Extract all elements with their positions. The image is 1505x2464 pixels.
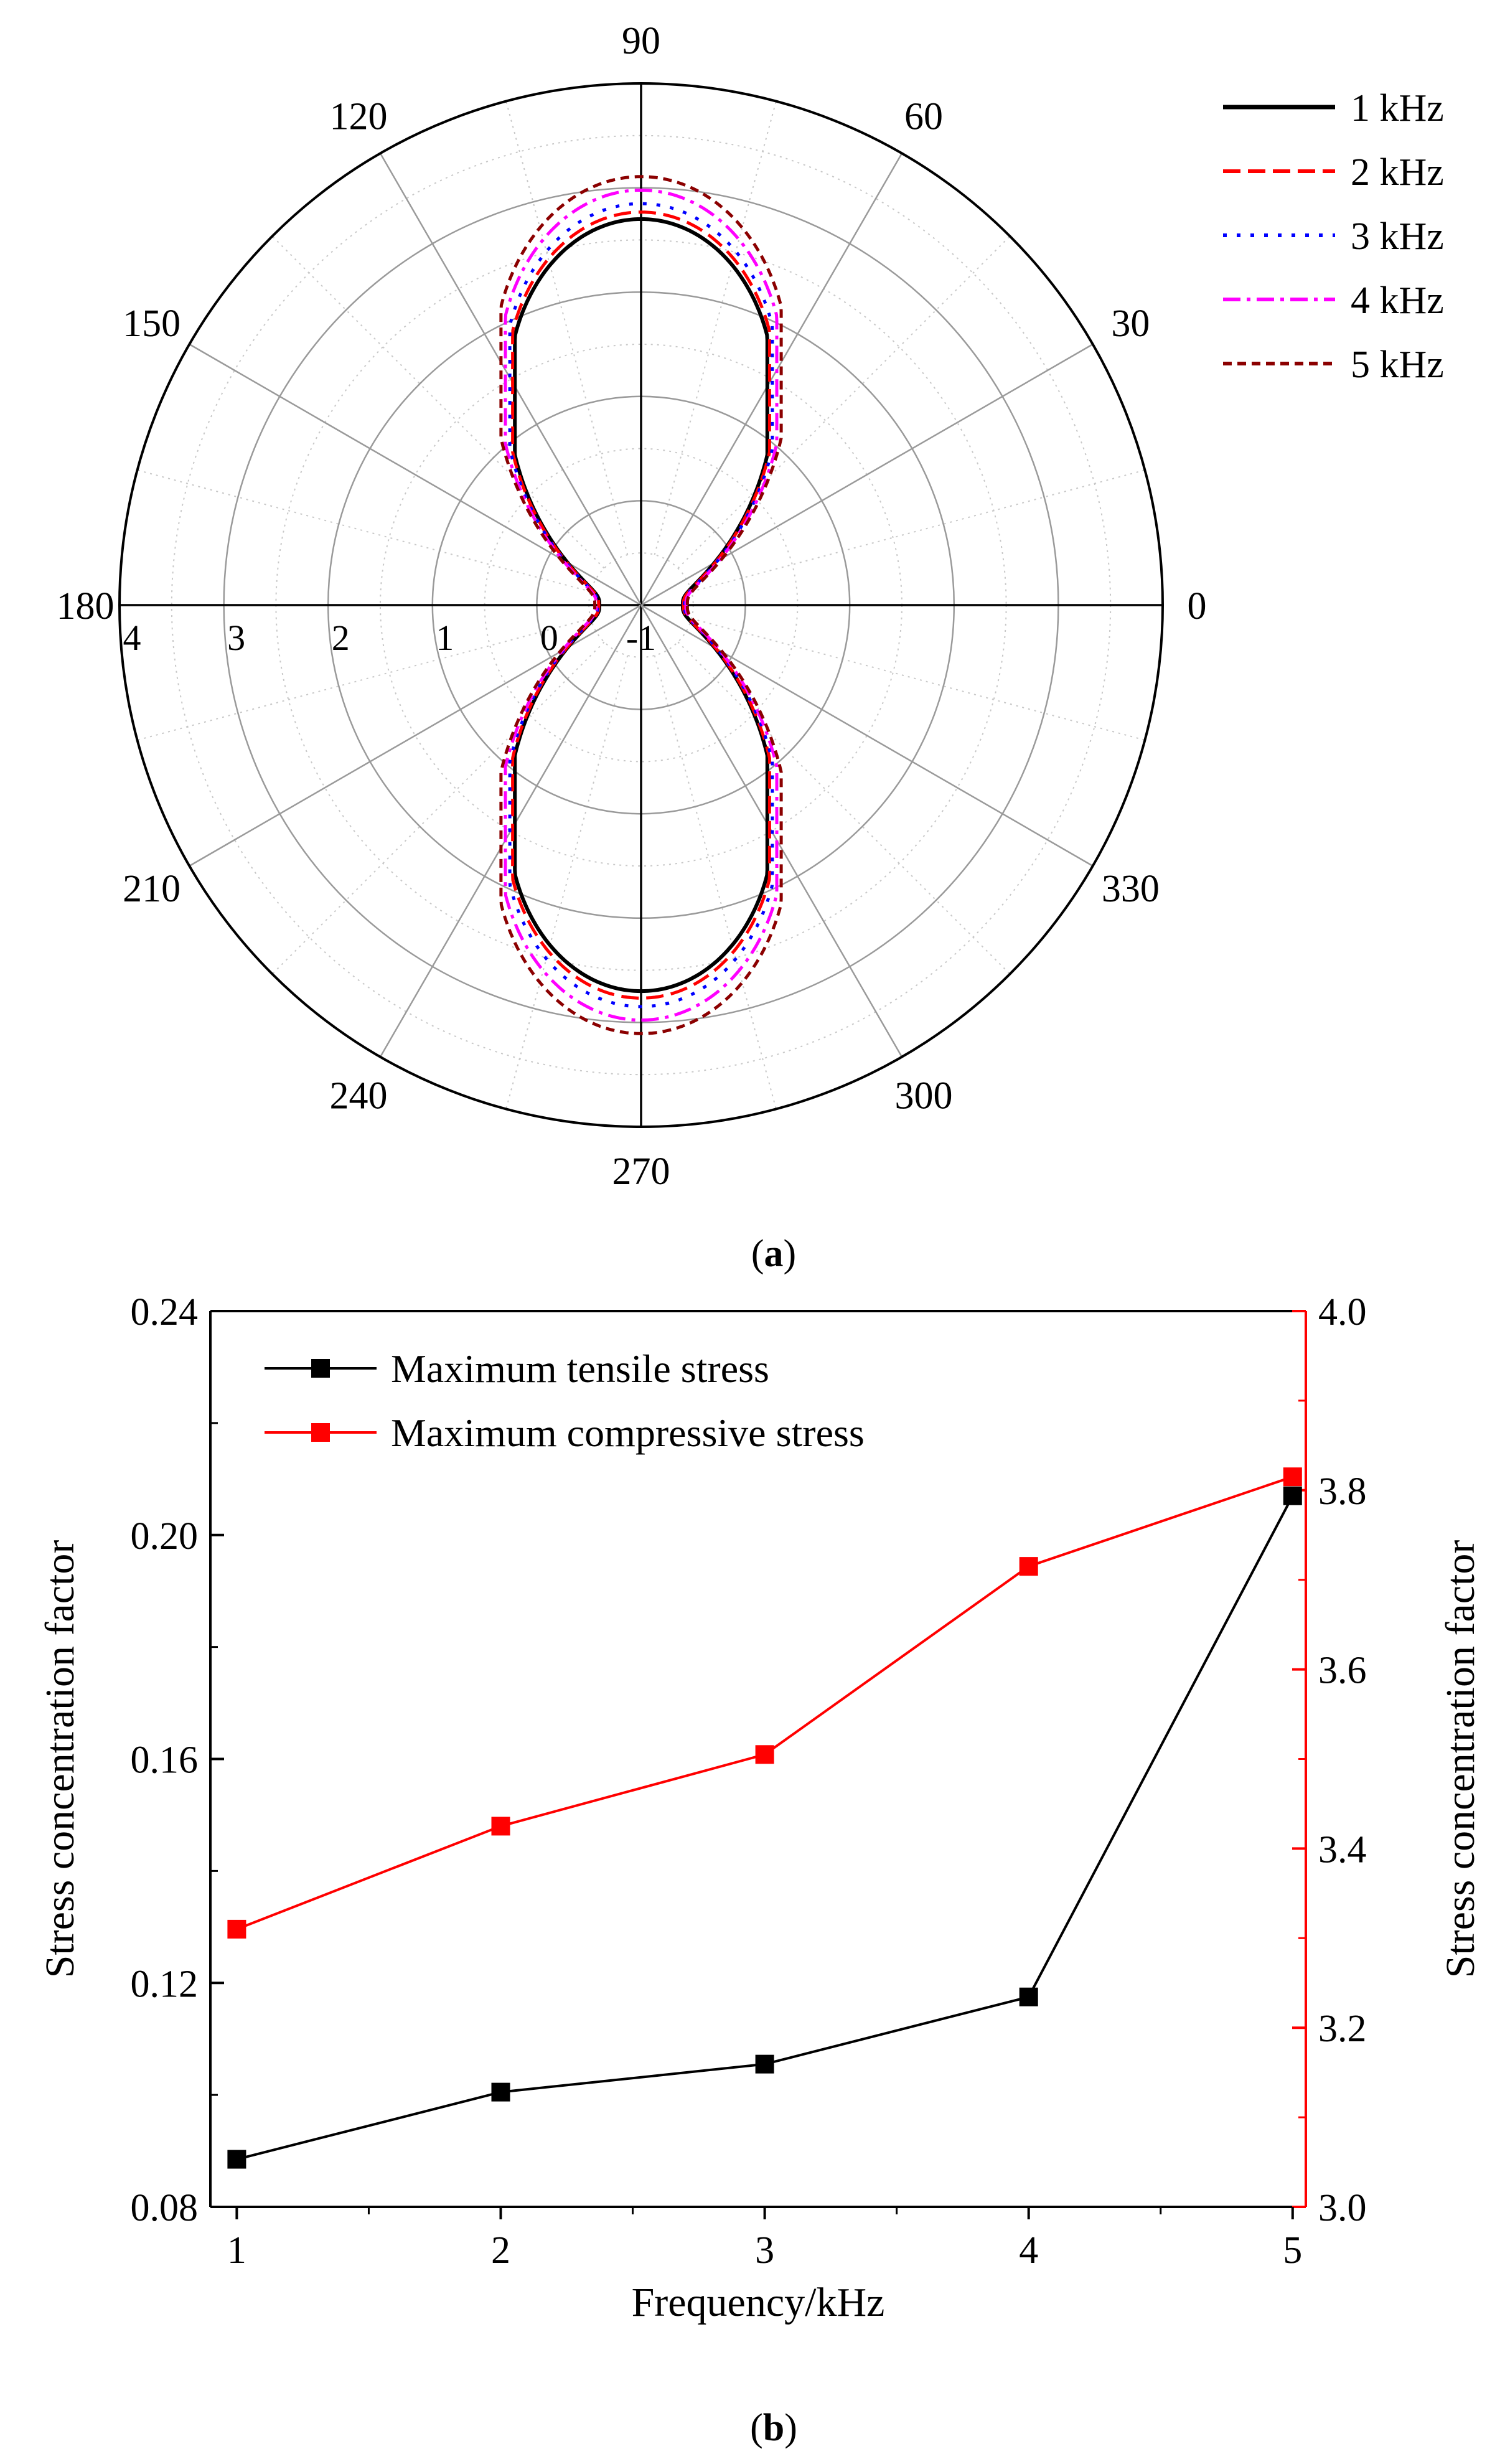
x-tick-label: 1 (227, 2229, 246, 2272)
legend-marker (311, 1359, 330, 1378)
legend-label: 3 kHz (1351, 215, 1444, 258)
polar-minor-spoke (691, 618, 1145, 741)
data-point (1019, 1987, 1038, 2006)
legend-label: 4 kHz (1351, 280, 1444, 322)
polar-spoke (189, 343, 642, 606)
panel-b-label: (b) (750, 2407, 797, 2449)
polar-radial-label: 3 (227, 618, 245, 658)
x-tick-label: 5 (1283, 2229, 1302, 2272)
polar-angle-label: 330 (1102, 868, 1160, 910)
data-point (491, 2082, 510, 2102)
polar-angle-label: 210 (123, 868, 181, 910)
polar-angle-label: 120 (330, 96, 388, 138)
polar-angle-label: 240 (330, 1074, 388, 1117)
polar-curves (499, 175, 783, 1035)
polar-angle-label: 60 (904, 96, 943, 138)
right-tick-label: 4.0 (1318, 1291, 1367, 1333)
data-point (1283, 1486, 1302, 1505)
line-series (227, 1467, 1302, 2169)
right-tick-label: 3.2 (1318, 2008, 1367, 2050)
polar-spoke (640, 604, 1094, 867)
legend-label: 5 kHz (1351, 344, 1444, 386)
left-tick-label: 0.16 (131, 1739, 199, 1782)
legend-label: 2 kHz (1351, 151, 1444, 194)
polar-spoke (379, 153, 642, 606)
polar-series-5-khz (499, 175, 783, 1035)
panel-a-letter: a (764, 1233, 784, 1275)
polar-spoke (640, 153, 903, 606)
polar-angle-label: 300 (895, 1074, 953, 1117)
polar-radial-label: -1 (626, 618, 656, 658)
polar-grid (118, 82, 1164, 1128)
polar-series-2-khz (511, 210, 771, 1000)
left-tick-label: 0.12 (131, 1963, 199, 2005)
data-point (1019, 1557, 1038, 1576)
polar-spoke (189, 604, 642, 867)
legend-label: Maximum compressive stress (391, 1411, 865, 1455)
right-tick-label: 3.8 (1318, 1470, 1367, 1513)
polar-angle-label: 180 (57, 585, 115, 628)
polar-series-3-khz (508, 202, 774, 1009)
polar-radial-label: 0 (540, 618, 558, 658)
legend-label: 1 kHz (1351, 87, 1444, 129)
line-chart: 0.08 0.12 0.16 0.20 0.24 3.0 3.2 3.4 3.6 3.8 4.0 1 2… (37, 1291, 1483, 2325)
data-point (755, 1745, 774, 1764)
data-point (1283, 1467, 1302, 1487)
polar-angle-label: 0 (1188, 585, 1207, 628)
panel-b-letter: b (763, 2407, 784, 2449)
left-axis-title: Stress concentration factor (37, 1540, 83, 1978)
polar-radial-label: 2 (332, 618, 350, 658)
polar-series-4-khz (504, 188, 779, 1022)
polar-radial-label: 1 (436, 618, 454, 658)
series-line (236, 1475, 1293, 1930)
data-point (227, 2150, 246, 2169)
data-point (755, 2054, 774, 2074)
data-point (491, 1817, 510, 1836)
polar-outer-ring (118, 82, 1164, 1128)
polar-minor-spoke (271, 641, 605, 975)
polar-angle-label: 270 (612, 1150, 670, 1193)
right-tick-label: 3.0 (1318, 2187, 1367, 2229)
legend-label: Maximum tensile stress (391, 1347, 769, 1391)
polar-minor-spoke (271, 235, 605, 569)
right-tick-label: 3.4 (1318, 1828, 1367, 1871)
legend-marker (311, 1423, 330, 1442)
polar-labels: 0 30 60 90 120 150 180 210 240 270 300 330 -1 0 1 2 3 4 (57, 20, 1207, 1193)
panel-a-label: (a) (751, 1233, 796, 1275)
line-legend: Maximum tensile stress Maximum compressiv… (265, 1347, 865, 1455)
x-tick-label: 3 (755, 2229, 774, 2272)
x-tick-label: 2 (491, 2229, 510, 2272)
left-tick-label: 0.24 (131, 1291, 199, 1333)
polar-minor-spoke (677, 641, 1011, 975)
x-axis-title: Frequency/kHz (632, 2280, 885, 2325)
right-axis-title: Stress concentration factor (1438, 1540, 1483, 1978)
left-tick-label: 0.08 (131, 2187, 199, 2229)
polar-legend: 1 kHz 2 kHz 3 kHz 4 kHz 5 kHz (1223, 87, 1444, 386)
polar-chart: 0 30 60 90 120 150 180 210 240 270 300 330 -1 0 1 2 3 4 1… (57, 20, 1444, 1193)
left-tick-label: 0.20 (131, 1515, 199, 1558)
data-point (227, 1919, 246, 1939)
polar-angle-label: 30 (1111, 303, 1150, 345)
right-tick-label: 3.6 (1318, 1650, 1367, 1692)
polar-spoke (640, 343, 1094, 606)
polar-radial-label: 4 (123, 618, 141, 658)
polar-minor-spoke (677, 235, 1011, 569)
x-tick-label: 4 (1019, 2229, 1038, 2272)
line-axes: 0.08 0.12 0.16 0.20 0.24 3.0 3.2 3.4 3.6 3.8 4.0 1 2… (37, 1291, 1483, 2325)
polar-angle-label: 90 (622, 20, 660, 62)
polar-angle-label: 150 (123, 303, 181, 345)
